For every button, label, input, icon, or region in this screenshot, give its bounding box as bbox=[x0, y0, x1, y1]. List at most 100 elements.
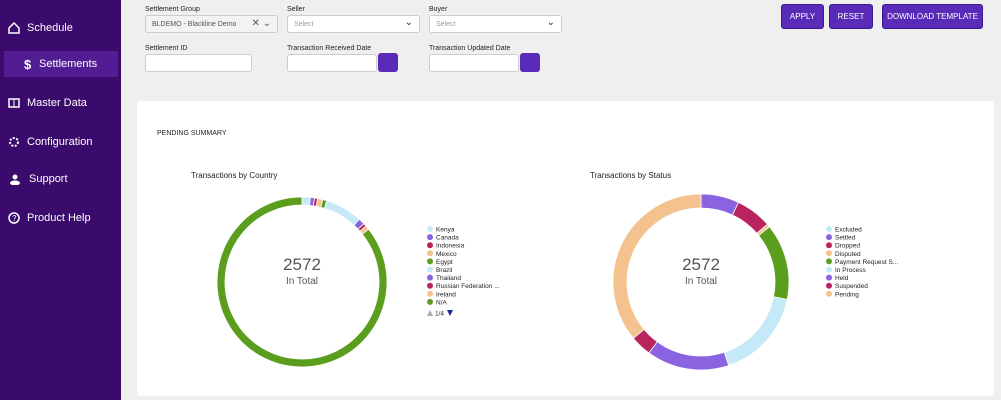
reset-button[interactable]: RESET bbox=[829, 4, 873, 29]
legend-swatch bbox=[826, 266, 832, 273]
apply-button[interactable]: APPLY bbox=[781, 4, 824, 29]
donut-segment bbox=[301, 196, 311, 206]
legend-next[interactable] bbox=[447, 310, 453, 316]
filter-label: Transaction Received Date bbox=[287, 45, 372, 52]
legend-swatch bbox=[427, 234, 433, 241]
legend-swatch bbox=[826, 282, 832, 289]
nav-label: Product Help bbox=[27, 212, 91, 224]
icon bbox=[8, 98, 20, 108]
donut-segment bbox=[758, 226, 790, 300]
legend-label: Pending bbox=[835, 291, 859, 298]
legend-swatch bbox=[427, 282, 433, 289]
legend-label: Excluded bbox=[835, 227, 862, 234]
nav-label: Configuration bbox=[27, 136, 93, 148]
legend-label: Dropped bbox=[835, 243, 860, 250]
legend-label: Suspended bbox=[835, 283, 868, 290]
icon: ? bbox=[8, 212, 20, 224]
legend-swatch bbox=[427, 250, 433, 257]
icon bbox=[8, 22, 20, 34]
nav-item[interactable]: Support bbox=[0, 166, 121, 192]
date-input[interactable] bbox=[287, 54, 377, 72]
calendar-button[interactable] bbox=[378, 53, 398, 72]
icon bbox=[9, 137, 19, 147]
legend-label: N/A bbox=[436, 299, 448, 306]
select[interactable]: BLDEMO - Blackline Demo ✕ ⌄ bbox=[145, 15, 278, 33]
total-value: 2572 bbox=[283, 255, 321, 274]
legend-label: Disputed bbox=[835, 251, 861, 258]
filter-label: Buyer bbox=[429, 6, 448, 13]
legend-swatch bbox=[826, 226, 832, 232]
legend-label: Kenya bbox=[436, 227, 455, 234]
legend-swatch bbox=[427, 290, 433, 297]
legend-swatch bbox=[427, 226, 433, 232]
chart-title: Transactions by Status bbox=[590, 171, 671, 180]
legend-swatch bbox=[826, 274, 832, 281]
nav-item[interactable]: Master Data bbox=[0, 90, 121, 116]
summary-card: PENDING SUMMARY Transactions by Country K… bbox=[137, 101, 994, 396]
legend-label: Russian Federation ... bbox=[436, 283, 500, 290]
svg-text:$: $ bbox=[24, 58, 32, 70]
legend-label: Egypt bbox=[436, 259, 453, 266]
svg-text:?: ? bbox=[12, 214, 17, 223]
legend-prev bbox=[427, 310, 433, 316]
legend-swatch bbox=[826, 250, 832, 257]
legend-label: Indonesia bbox=[436, 243, 465, 250]
donut-segment bbox=[700, 193, 739, 216]
legend-swatch bbox=[826, 242, 832, 249]
filter-label: Seller bbox=[287, 6, 305, 13]
legend-label: Mexico bbox=[436, 251, 457, 258]
filter-label: Settlement ID bbox=[145, 45, 188, 52]
donut-segment bbox=[723, 296, 788, 367]
charts: Transactions by Country KenyaCanadaIndone… bbox=[191, 171, 898, 371]
nav-label: Master Data bbox=[27, 97, 87, 109]
nav-item[interactable]: Configuration bbox=[0, 129, 121, 155]
total-label: In Total bbox=[685, 276, 717, 287]
date-input[interactable] bbox=[429, 54, 519, 72]
legend-swatch bbox=[427, 266, 433, 273]
nav-label: Support bbox=[29, 173, 68, 185]
nav-label: Settlements bbox=[39, 58, 98, 70]
nav-item[interactable]: ? Product Help bbox=[0, 205, 121, 231]
legend-label: Ireland bbox=[436, 291, 456, 298]
legend-label: Canada bbox=[436, 235, 459, 242]
total-label: In Total bbox=[286, 276, 318, 287]
filter-label: Transaction Updated Date bbox=[429, 45, 511, 52]
donut-segment bbox=[323, 200, 360, 226]
placeholder: Select bbox=[294, 21, 314, 28]
select[interactable]: Select ⌄ bbox=[429, 15, 562, 33]
filter-label: Settlement Group bbox=[145, 6, 200, 13]
sidebar: Schedule $ Settlements Master Data Config… bbox=[0, 0, 121, 400]
legend-swatch bbox=[826, 234, 832, 241]
nav-label: Schedule bbox=[27, 22, 73, 34]
legend-label: Brazil bbox=[436, 267, 453, 274]
text-input[interactable] bbox=[145, 54, 252, 72]
legend-swatch bbox=[826, 258, 832, 265]
legend-page: 1/4 bbox=[435, 311, 444, 318]
legend-swatch bbox=[826, 290, 832, 297]
legend-label: Payment Request S... bbox=[835, 259, 898, 266]
legend-label: In Process bbox=[835, 267, 866, 274]
legend-swatch bbox=[427, 258, 433, 265]
summary-title: PENDING SUMMARY bbox=[157, 130, 227, 137]
select-value: BLDEMO - Blackline Demo bbox=[152, 21, 237, 28]
nav-item[interactable]: $ Settlements bbox=[4, 51, 118, 77]
calendar-button[interactable] bbox=[520, 53, 540, 72]
legend-label: Thailand bbox=[436, 275, 461, 282]
download-button[interactable]: DOWNLOAD TEMPLATE bbox=[882, 4, 983, 29]
legend-label: Settled bbox=[835, 235, 856, 242]
legend-swatch bbox=[427, 242, 433, 249]
nav-item[interactable]: Schedule bbox=[0, 15, 121, 41]
donut-segment bbox=[216, 196, 388, 368]
legend-swatch bbox=[427, 298, 433, 305]
icon bbox=[10, 174, 20, 185]
chart-title: Transactions by Country bbox=[191, 171, 277, 180]
legend-swatch bbox=[427, 274, 433, 281]
donut-segment bbox=[612, 193, 702, 339]
legend-label: Held bbox=[835, 275, 849, 282]
total-value: 2572 bbox=[682, 255, 720, 274]
select[interactable]: Select ⌄ bbox=[287, 15, 420, 33]
icon: $ bbox=[24, 58, 32, 70]
placeholder: Select bbox=[436, 21, 456, 28]
donut-segment bbox=[648, 341, 730, 371]
